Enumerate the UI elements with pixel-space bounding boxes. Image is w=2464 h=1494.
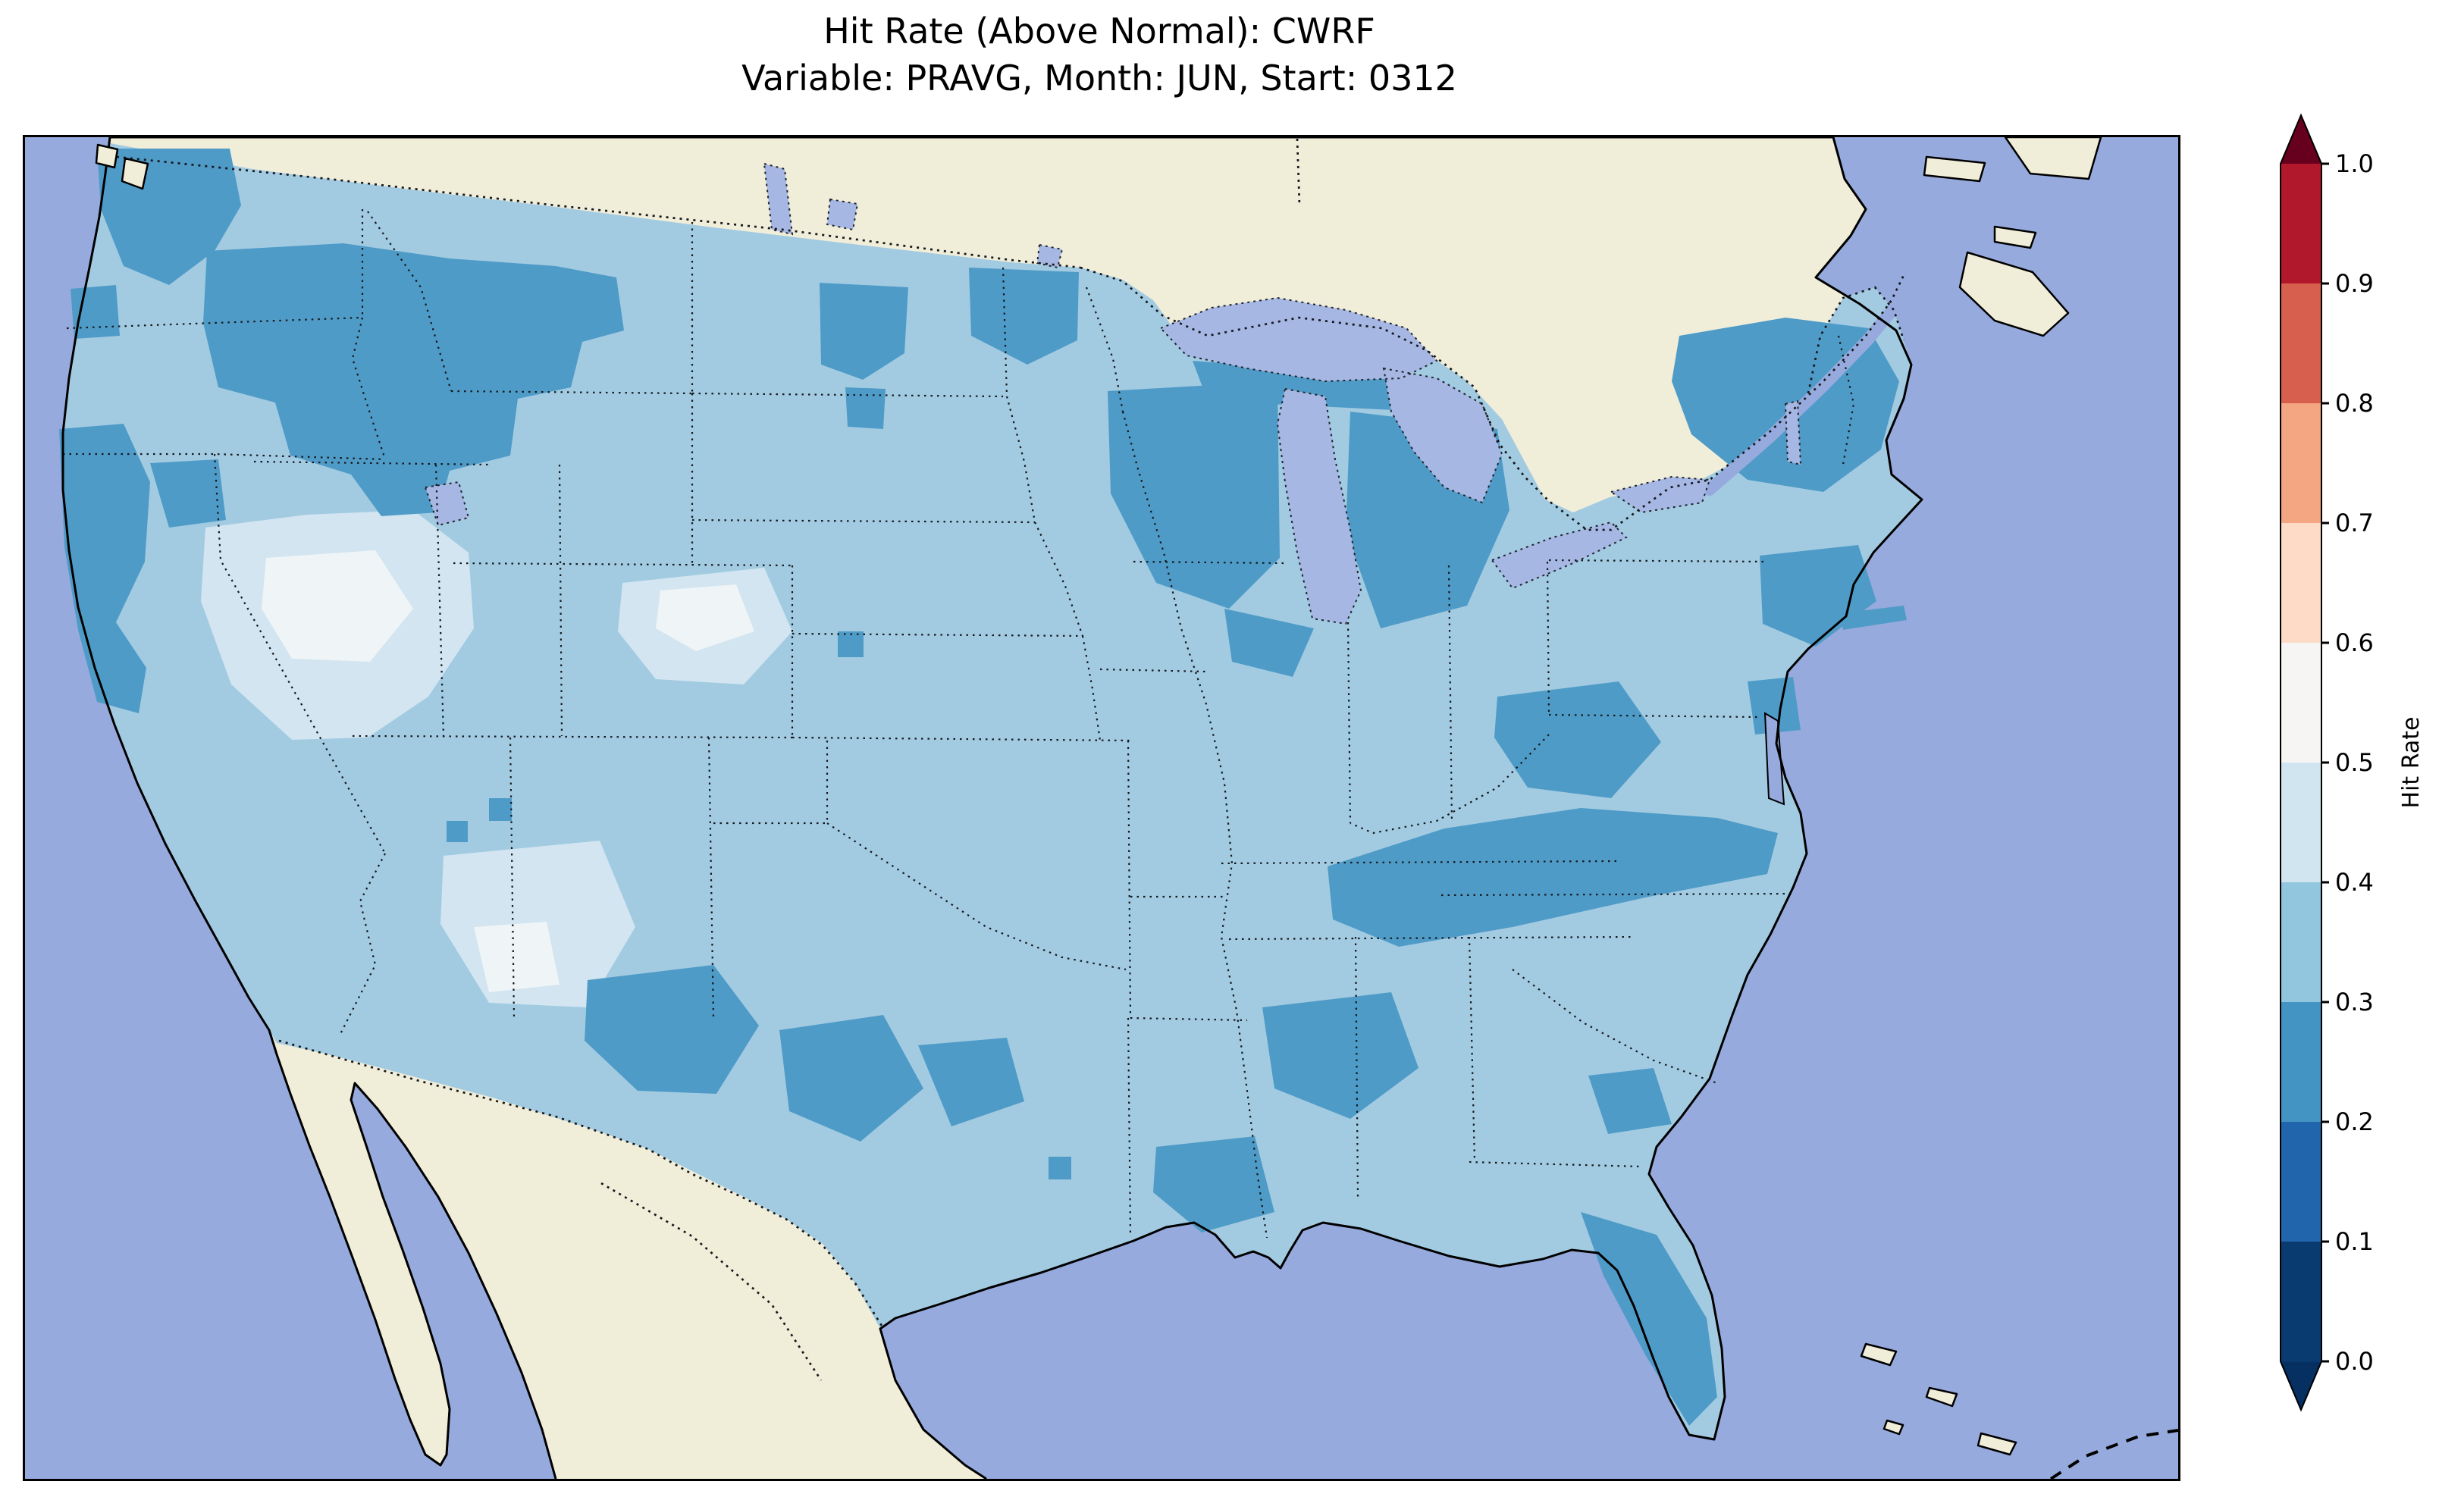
colorbar-tick-label: 0.8 [2335,389,2374,418]
cuba-coastline [2049,1429,2178,1479]
st-lawrence-river [1704,299,1902,496]
hitrate-05-06-patches [262,550,754,992]
coastline [61,137,1923,1479]
colorbar-segment [2281,882,2321,1003]
colorbar-tick-label: 0.2 [2335,1107,2374,1136]
islands [95,137,2102,1456]
national-borders [109,138,1905,1381]
colorbar-tick-label: 0.1 [2335,1227,2374,1256]
colorbar-tick-label: 0.4 [2335,868,2374,897]
colorbar-segment [2281,763,2321,883]
colorbar-segment [2281,164,2321,284]
state-borders [63,209,1855,1239]
colorbar-tick-label: 1.0 [2335,149,2374,178]
colorbar-segment [2281,523,2321,644]
colorbar-segment [2281,643,2321,763]
colorbar: 1.0 0.9 0.8 0.7 0.6 0.5 0.4 0.3 0.2 0.1 0.0 Hit Rat… [2280,113,2425,1412]
colorbar-tick-label: 0.9 [2335,269,2374,298]
title-line-2: Variable: PRAVG, Month: JUN, Start: 0312 [741,58,1457,99]
colorbar-segment [2281,283,2321,404]
colorbar-tick-label: 0.7 [2335,509,2374,537]
figure-title: Hit Rate (Above Normal): CWRF Variable: … [0,8,2199,102]
colorbar-tick-label: 0.3 [2335,988,2374,1016]
colorbar-segment [2281,1122,2321,1242]
colorbar-tick-label: 0.6 [2335,628,2374,657]
chesapeake-bay [1763,712,1785,806]
colorbar-under-arrow [2281,1361,2321,1410]
colorbar-segment [2281,403,2321,524]
colorbar-tick-label: 0.0 [2335,1347,2374,1376]
title-line-1: Hit Rate (Above Normal): CWRF [823,11,1375,52]
map-axes [23,135,2180,1481]
colorbar-axis-label: Hit Rate [2398,717,2425,809]
colorbar-tick-label: 0.5 [2335,748,2374,777]
colorbar-over-arrow [2281,115,2321,164]
map-svg [25,137,2178,1479]
great-lakes [424,162,1802,625]
colorbar-segment [2281,1002,2321,1123]
colorbar-segment [2281,1242,2321,1362]
